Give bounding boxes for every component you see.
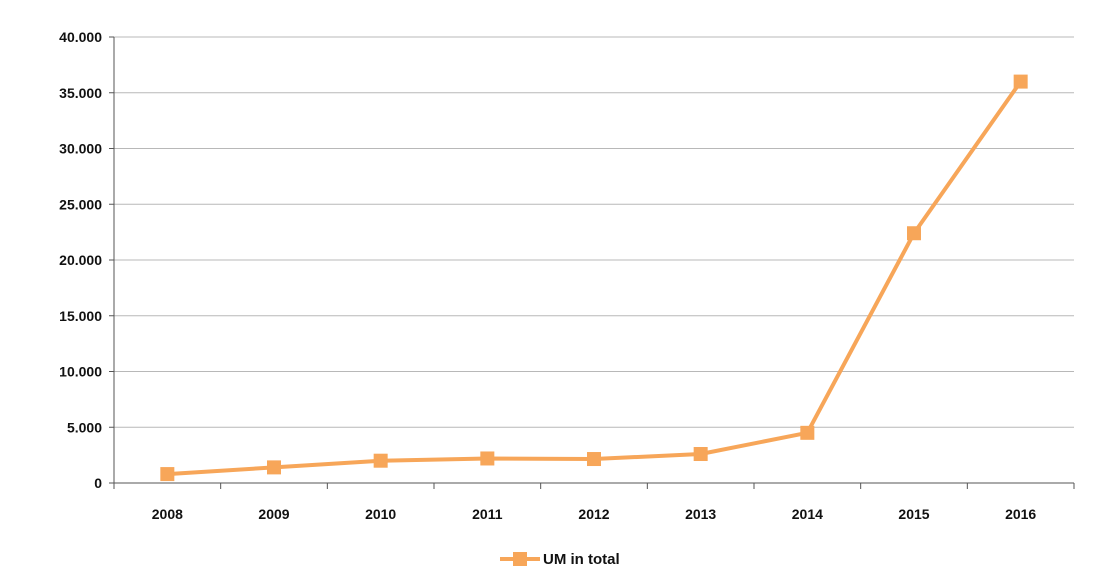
x-tick-label: 2010 — [365, 506, 396, 522]
y-tick-label: 5.000 — [67, 419, 102, 435]
x-tick-label: 2009 — [258, 506, 289, 522]
data-point-marker — [1013, 74, 1028, 89]
y-tick-label: 10.000 — [59, 364, 102, 380]
data-point-marker — [693, 447, 708, 462]
axes — [109, 36, 1075, 489]
x-tick-label: 2013 — [685, 506, 716, 522]
x-tick-label: 2016 — [1005, 506, 1036, 522]
x-tick-label: 2011 — [472, 506, 503, 522]
legend-swatch-marker — [513, 552, 527, 566]
y-tick-label: 40.000 — [59, 29, 102, 45]
y-tick-label: 35.000 — [59, 85, 102, 101]
legend-label: UM in total — [543, 551, 620, 568]
x-tick-label: 2014 — [792, 506, 823, 522]
x-axis-tick-labels: 2008 2009 2010 2011 2012 2013 2014 2015 2016 — [152, 506, 1037, 522]
y-tick-label: 20.000 — [59, 252, 102, 268]
legend: UM in total — [500, 551, 620, 568]
x-tick-label: 2012 — [578, 506, 609, 522]
y-tick-label: 15.000 — [59, 308, 102, 324]
y-tick-label: 30.000 — [59, 141, 102, 157]
data-point-marker — [587, 452, 601, 467]
x-tick-label: 2008 — [152, 506, 183, 522]
data-point-marker — [373, 453, 388, 468]
x-tick-label: 2015 — [898, 506, 929, 522]
data-point-marker — [480, 451, 495, 466]
y-tick-label: 25.000 — [59, 196, 102, 212]
series-markers — [160, 74, 1028, 482]
data-point-marker — [907, 226, 921, 241]
series-lines — [167, 80, 1023, 477]
data-point-marker — [160, 467, 175, 482]
y-tick-label: 0 — [94, 475, 102, 491]
y-axis-tick-labels: 0 5.000 10.000 15.000 20.000 25.000 30.000 35.0… — [59, 29, 102, 491]
series-line — [167, 80, 1023, 477]
data-point-marker — [800, 425, 815, 440]
data-point-marker — [267, 460, 281, 475]
gridlines — [114, 36, 1074, 428]
